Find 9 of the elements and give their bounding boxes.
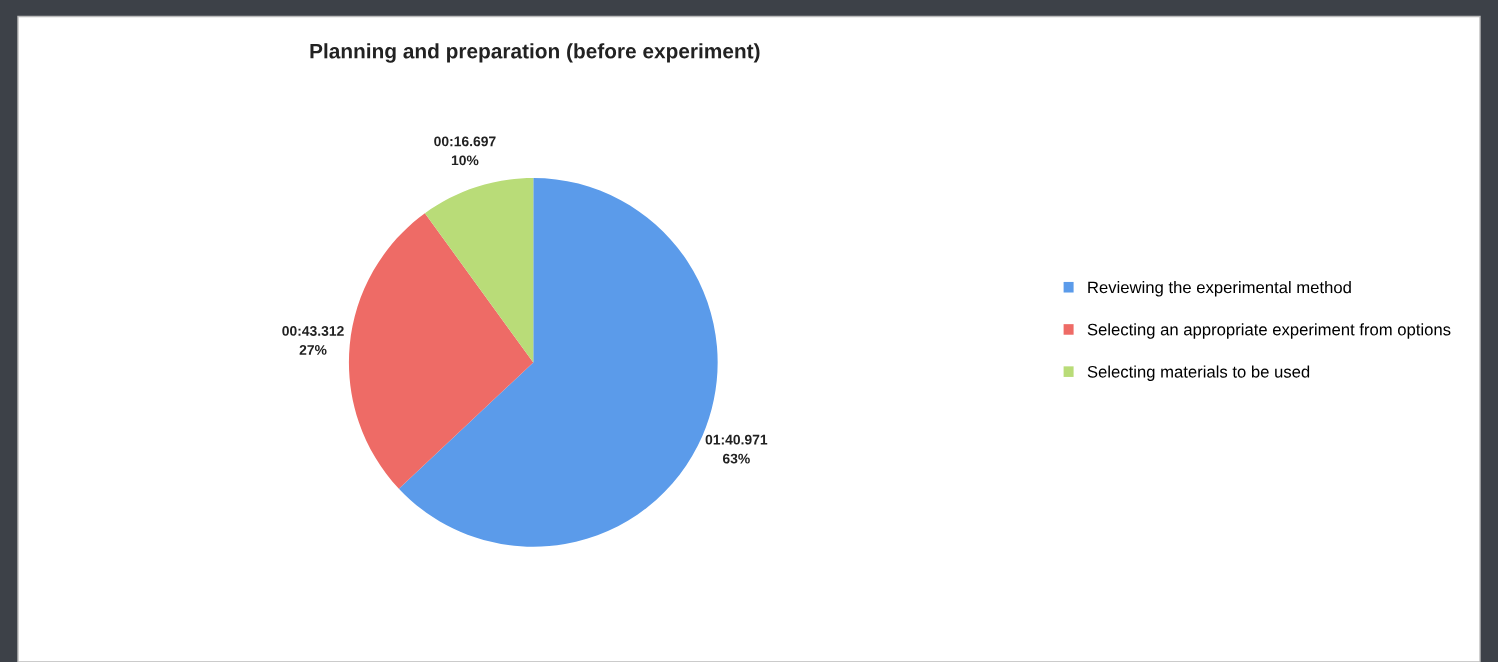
chart-title: Planning and preparation (before experiment) (310, 43, 760, 63)
pie-slice (424, 178, 534, 363)
data-label: 01:40.971 63% (705, 434, 768, 464)
legend-label: Selecting an appropriate experiment from options (1087, 323, 1451, 339)
legend-label: Reviewing the experimental method (1088, 281, 1351, 297)
data-label: 00:16.697 10% (434, 136, 496, 166)
data-label: 00:43.312 27% (282, 326, 344, 355)
legend-label: Selecting materials to be used (1087, 365, 1310, 381)
pie-slice (348, 213, 534, 489)
